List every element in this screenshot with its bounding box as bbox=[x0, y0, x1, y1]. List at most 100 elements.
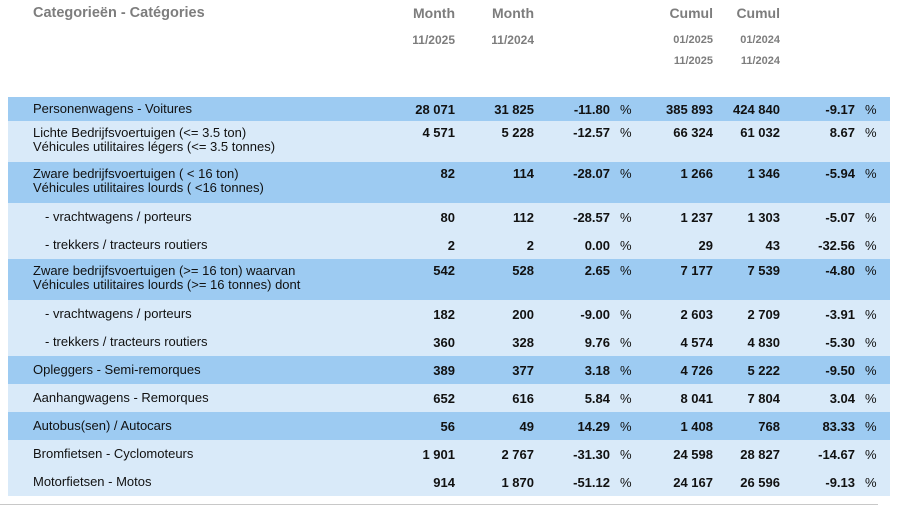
table-row: - trekkers / tracteurs routiers 360 328 … bbox=[8, 328, 890, 356]
table-row: Motorfietsen - Motos 914 1 870 -51.12 % … bbox=[8, 468, 890, 496]
row-label-line: Zware bedrijfsvoertuigen ( < 16 ton) bbox=[33, 166, 239, 181]
table-row: Opleggers - Semi-remorques 389 377 3.18 … bbox=[8, 356, 890, 384]
percent-sign-cumul: % bbox=[865, 166, 877, 181]
cell-month-current: 542 bbox=[433, 263, 455, 278]
cell-month-previous: 114 bbox=[513, 166, 534, 181]
table-row: Autobus(sen) / Autocars 56 49 14.29 % 1 … bbox=[8, 412, 890, 440]
row-label: Motorfietsen - Motos bbox=[8, 475, 388, 489]
row-label-line: Zware bedrijfsvoertuigen (>= 16 ton) waa… bbox=[33, 263, 296, 278]
cell-cumul-previous: 61 032 bbox=[740, 125, 780, 140]
row-label: Aanhangwagens - Remorques bbox=[8, 391, 388, 405]
cumul-current-title: Cumul bbox=[669, 5, 713, 21]
cell-pct-month: 3.18 bbox=[584, 362, 610, 378]
cell-month-current: 914 bbox=[433, 474, 455, 490]
pct-month-sign-header-spacer bbox=[610, 0, 634, 67]
cell-cumul-previous: 1 303 bbox=[747, 209, 780, 225]
cell-pct-cumul: -14.67 bbox=[818, 446, 855, 462]
row-label: - vrachtwagens / porteurs bbox=[8, 210, 388, 224]
table-row: Lichte Bedrijfsvoertuigen (<= 3.5 ton) Vé… bbox=[8, 121, 890, 162]
cell-cumul-previous: 5 222 bbox=[747, 362, 780, 378]
table-header: Categorieën - Catégories Month 11/2025 M… bbox=[8, 0, 890, 67]
cell-pct-cumul: -9.17 bbox=[825, 101, 855, 117]
percent-sign-cumul: % bbox=[865, 418, 877, 434]
cell-month-previous: 616 bbox=[512, 390, 534, 406]
percent-sign-cumul: % bbox=[865, 237, 877, 253]
cell-cumul-previous: 2 709 bbox=[747, 306, 780, 322]
cell-pct-month: -51.12 bbox=[573, 474, 610, 490]
percent-sign-cumul: % bbox=[865, 474, 877, 490]
cell-month-current: 2 bbox=[447, 237, 455, 253]
month-current-period: 11/2025 bbox=[412, 33, 455, 47]
cell-month-current: 1 901 bbox=[422, 446, 455, 462]
cell-cumul-current: 7 177 bbox=[680, 263, 713, 278]
cumul-current-period-from: 01/2025 bbox=[673, 34, 713, 46]
pct-cumul-header-spacer bbox=[780, 0, 855, 67]
row-label: - trekkers / tracteurs routiers bbox=[8, 238, 388, 252]
table-row: Zware bedrijfsvoertuigen ( < 16 ton) Véhi… bbox=[8, 162, 890, 203]
row-label: Zware bedrijfsvoertuigen (>= 16 ton) waa… bbox=[8, 259, 388, 292]
table-rows: Personenwagens - Voitures 28 071 31 825 … bbox=[8, 97, 890, 496]
month-previous-column-header: Month 11/2024 bbox=[455, 0, 534, 67]
percent-sign-month: % bbox=[620, 474, 632, 490]
cell-cumul-current: 24 167 bbox=[673, 474, 713, 490]
percent-sign-cumul: % bbox=[865, 263, 877, 278]
cell-cumul-previous: 7 804 bbox=[747, 390, 780, 406]
percent-sign-cumul: % bbox=[865, 362, 877, 378]
table-row: - vrachtwagens / porteurs 182 200 -9.00 … bbox=[8, 300, 890, 328]
row-label: Lichte Bedrijfsvoertuigen (<= 3.5 ton) Vé… bbox=[8, 121, 388, 154]
month-current-title: Month bbox=[413, 5, 455, 21]
cell-pct-cumul: 3.04 bbox=[829, 390, 855, 406]
percent-sign-month: % bbox=[620, 125, 632, 140]
cell-cumul-current: 8 041 bbox=[680, 390, 713, 406]
cell-cumul-current: 4 726 bbox=[680, 362, 713, 378]
row-label: Bromfietsen - Cyclomoteurs bbox=[8, 447, 388, 461]
cell-month-previous: 328 bbox=[512, 334, 534, 350]
percent-sign-cumul: % bbox=[865, 306, 877, 322]
cell-cumul-previous: 1 346 bbox=[747, 166, 780, 181]
cell-pct-cumul: 8.67 bbox=[829, 125, 855, 140]
percent-sign-month: % bbox=[620, 263, 632, 278]
percent-sign-month: % bbox=[620, 237, 632, 253]
cell-pct-month: -28.07 bbox=[573, 166, 610, 181]
cell-month-current: 360 bbox=[433, 334, 455, 350]
row-label-line: - trekkers / tracteurs routiers bbox=[45, 237, 208, 252]
month-current-column-header: Month 11/2025 bbox=[388, 0, 455, 67]
row-label: Opleggers - Semi-remorques bbox=[8, 363, 388, 377]
cell-cumul-previous: 43 bbox=[765, 237, 780, 253]
cell-cumul-current: 1 237 bbox=[680, 209, 713, 225]
cell-pct-month: -12.57 bbox=[573, 125, 610, 140]
pct-month-header-spacer bbox=[534, 0, 610, 67]
cell-pct-month: 14.29 bbox=[577, 418, 610, 434]
cell-cumul-current: 24 598 bbox=[673, 446, 713, 462]
cell-pct-cumul: -9.50 bbox=[825, 362, 855, 378]
row-label: - vrachtwagens / porteurs bbox=[8, 307, 388, 321]
cell-month-current: 56 bbox=[440, 418, 455, 434]
percent-sign-month: % bbox=[620, 446, 632, 462]
cell-month-current: 80 bbox=[440, 209, 455, 225]
cell-cumul-current: 4 574 bbox=[680, 334, 713, 350]
percent-sign-month: % bbox=[620, 306, 632, 322]
row-label-line: Personenwagens - Voitures bbox=[33, 101, 192, 116]
row-label-line: Véhicules utilitaires lourds ( <16 tonne… bbox=[33, 180, 264, 195]
cell-cumul-current: 1 408 bbox=[680, 418, 713, 434]
cumul-previous-period-from: 01/2024 bbox=[740, 34, 780, 46]
table-row: Zware bedrijfsvoertuigen (>= 16 ton) waa… bbox=[8, 259, 890, 300]
cell-pct-month: -9.00 bbox=[580, 306, 610, 322]
row-label-line: - vrachtwagens / porteurs bbox=[45, 209, 192, 224]
cell-cumul-current: 29 bbox=[698, 237, 713, 253]
row-label-line: - vrachtwagens / porteurs bbox=[45, 306, 192, 321]
row-label-line: Opleggers - Semi-remorques bbox=[33, 362, 201, 377]
cell-pct-cumul: -5.30 bbox=[825, 334, 855, 350]
cell-month-previous: 2 767 bbox=[501, 446, 534, 462]
cell-cumul-current: 2 603 bbox=[680, 306, 713, 322]
cell-month-current: 389 bbox=[433, 362, 455, 378]
cell-pct-cumul: -4.80 bbox=[825, 263, 855, 278]
month-previous-period: 11/2024 bbox=[491, 33, 534, 47]
cell-month-current: 182 bbox=[433, 306, 455, 322]
percent-sign-cumul: % bbox=[865, 390, 877, 406]
cumul-previous-period-to: 11/2024 bbox=[740, 55, 780, 67]
row-label-line: Aanhangwagens - Remorques bbox=[33, 390, 209, 405]
cell-month-previous: 5 228 bbox=[501, 125, 534, 140]
cell-pct-month: 0.00 bbox=[584, 237, 610, 253]
table-row: - trekkers / tracteurs routiers 2 2 0.00… bbox=[8, 231, 890, 259]
